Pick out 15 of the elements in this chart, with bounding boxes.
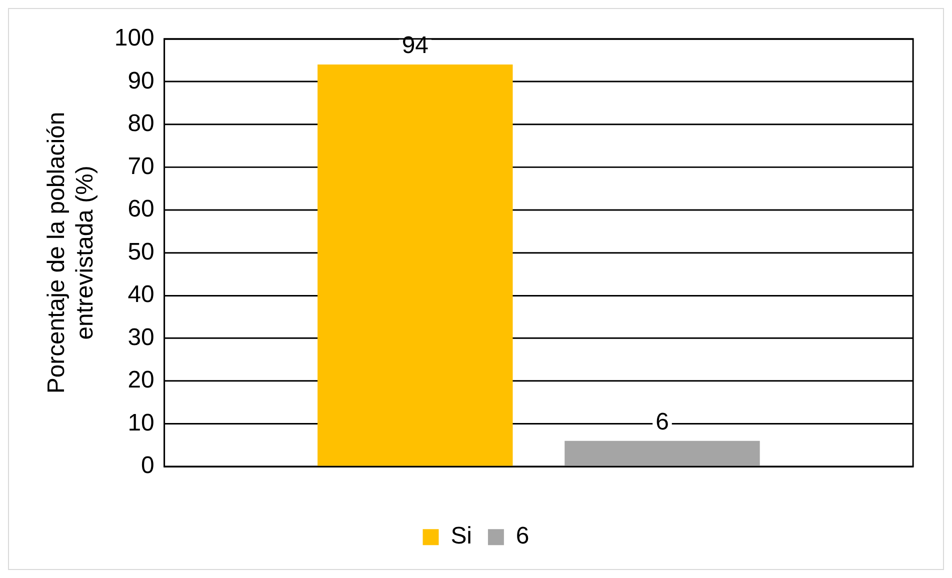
y-tick-label: 100 [114, 24, 154, 52]
legend-label: 6 [516, 522, 530, 550]
y-tick-label: 70 [128, 152, 154, 180]
y-tick-label: 10 [128, 409, 154, 436]
legend-label: Si [450, 522, 472, 550]
y-tick-label: 80 [128, 110, 154, 138]
y-tick-label: 40 [128, 281, 154, 308]
y-tick-label: 30 [128, 324, 154, 351]
data-label: 6 [656, 408, 669, 436]
y-axis-title: Porcentaje de la población entrevistada (%) [42, 112, 99, 394]
y-tick-label: 50 [128, 238, 154, 266]
y-tick-label: 60 [128, 196, 154, 223]
y-tick-label: 20 [128, 366, 154, 394]
y-tick-label: 90 [128, 67, 154, 94]
y-tick-label: 0 [141, 452, 154, 480]
